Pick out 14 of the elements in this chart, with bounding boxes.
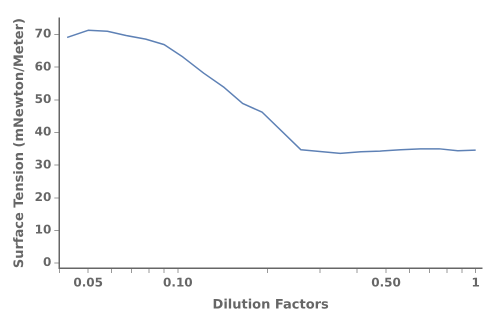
y-tick-label: 60 xyxy=(34,59,52,74)
x-tick-label: 0.50 xyxy=(371,275,401,290)
y-tick-label: 10 xyxy=(34,222,52,237)
y-tick-label: 70 xyxy=(34,26,52,41)
y-tick-label: 40 xyxy=(34,124,52,139)
y-tick-label: 50 xyxy=(34,92,52,106)
y-tick-label: 20 xyxy=(34,190,52,204)
x-tick-label: 0.05 xyxy=(73,275,103,290)
y-tick-label: 0 xyxy=(42,255,52,270)
x-tick-label: 1 xyxy=(472,275,480,290)
x-tick-label: 0.10 xyxy=(163,275,193,290)
y-axis-title: Surface Tension (mNewton/Meter) xyxy=(12,18,28,268)
y-tick-label: 30 xyxy=(34,157,52,172)
x-axis-title: Dilution Factors xyxy=(212,298,330,313)
